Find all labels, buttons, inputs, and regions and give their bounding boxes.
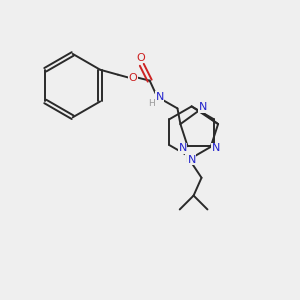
Text: N: N bbox=[188, 155, 196, 165]
Text: N: N bbox=[199, 102, 207, 112]
Text: O: O bbox=[136, 53, 145, 63]
Text: N: N bbox=[178, 143, 187, 153]
Text: N: N bbox=[155, 92, 164, 101]
Text: N: N bbox=[212, 143, 220, 153]
Text: H: H bbox=[148, 99, 155, 108]
Text: O: O bbox=[128, 73, 137, 83]
Text: H: H bbox=[185, 154, 192, 164]
